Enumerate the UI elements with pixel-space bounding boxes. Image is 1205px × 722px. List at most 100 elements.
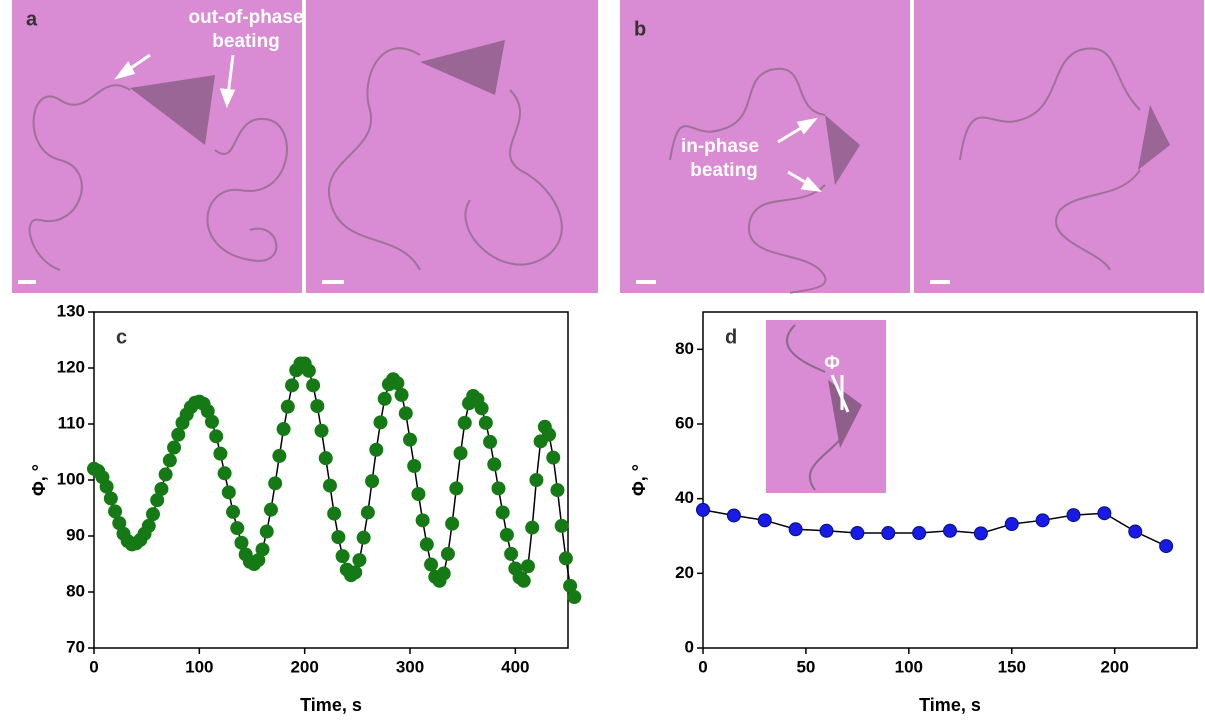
data-point xyxy=(415,513,430,528)
data-point xyxy=(516,573,531,588)
data-point xyxy=(424,557,439,572)
data-point xyxy=(567,590,582,605)
x-tick-label: 0 xyxy=(698,657,707,676)
micrograph-a1 xyxy=(12,0,302,293)
data-point xyxy=(322,478,337,493)
data-point xyxy=(457,415,472,430)
micrograph-a2 xyxy=(306,0,598,293)
inset-arrow xyxy=(830,374,850,413)
panel-label: d xyxy=(725,326,737,348)
data-point xyxy=(542,427,557,442)
data-point xyxy=(268,476,283,491)
data-point xyxy=(1159,539,1174,554)
data-point xyxy=(327,506,342,521)
plot-frame xyxy=(702,311,1198,649)
data-point xyxy=(280,399,295,414)
data-point xyxy=(285,378,300,393)
y-tick-label: 100 xyxy=(57,469,85,488)
y-tick-label: 70 xyxy=(66,637,85,656)
x-tick-label: 150 xyxy=(998,657,1026,676)
data-point xyxy=(230,521,245,536)
data-point xyxy=(318,451,333,466)
data-point xyxy=(499,527,514,542)
data-point xyxy=(226,504,241,519)
data-point xyxy=(141,518,156,533)
data-point xyxy=(478,415,493,430)
arrows xyxy=(114,53,822,193)
data-point xyxy=(377,391,392,406)
y-tick-label: 120 xyxy=(57,357,85,376)
y-tick-label: 130 xyxy=(57,301,85,320)
data-point xyxy=(310,399,325,414)
annotation: beating xyxy=(690,160,758,181)
x-axis-title: Time, s xyxy=(919,695,981,715)
data-point xyxy=(912,526,927,541)
data-point xyxy=(394,387,409,402)
y-tick-label: 0 xyxy=(685,637,694,656)
data-point xyxy=(306,378,321,393)
data-point xyxy=(436,566,451,581)
data-point xyxy=(356,530,371,545)
y-axis-title: Φ, ° xyxy=(629,464,649,496)
data-point xyxy=(419,537,434,552)
data-point xyxy=(973,526,988,541)
data-point xyxy=(360,505,375,520)
y-tick-label: 20 xyxy=(675,563,694,582)
data-point xyxy=(369,442,384,457)
data-point xyxy=(348,565,363,580)
data-point xyxy=(221,485,236,500)
data-point xyxy=(352,553,367,568)
y-tick-label: 80 xyxy=(675,339,694,358)
data-point xyxy=(881,526,896,541)
data-point xyxy=(204,414,219,429)
data-point xyxy=(550,483,565,498)
data-point xyxy=(259,524,274,539)
x-tick-label: 200 xyxy=(1100,657,1128,676)
data-point xyxy=(696,502,710,517)
data-point xyxy=(487,457,502,472)
data-point xyxy=(546,450,561,465)
data-point xyxy=(276,422,291,437)
data-point xyxy=(411,487,426,501)
data-point xyxy=(314,423,329,438)
data-point xyxy=(335,549,350,564)
x-tick-label: 400 xyxy=(501,657,529,676)
data-point xyxy=(449,481,464,496)
inset-label: Φ xyxy=(824,353,840,374)
data-point xyxy=(558,551,573,566)
x-tick-label: 0 xyxy=(89,657,98,676)
data-point xyxy=(819,523,834,538)
data-point xyxy=(440,546,455,561)
data-point xyxy=(99,479,114,494)
data-point xyxy=(445,516,460,531)
x-tick-label: 200 xyxy=(290,657,318,676)
data-point xyxy=(554,518,569,533)
panel-label: b xyxy=(634,18,646,40)
data-point xyxy=(1035,513,1050,528)
data-point xyxy=(234,535,249,550)
data-line xyxy=(702,509,1167,547)
data-point xyxy=(263,502,278,517)
data-point xyxy=(167,440,182,455)
data-point xyxy=(453,446,468,461)
data-point xyxy=(158,467,173,482)
data-point xyxy=(213,446,228,461)
data-point xyxy=(495,505,510,520)
annotation: out-of-phase xyxy=(188,7,303,28)
y-tick-label: 80 xyxy=(66,581,85,600)
data-point xyxy=(108,504,123,519)
data-point xyxy=(1066,508,1081,523)
data-point xyxy=(483,434,498,449)
inset-body xyxy=(828,380,862,448)
data-point xyxy=(726,508,741,523)
data-point xyxy=(1004,517,1019,532)
data-point xyxy=(403,432,417,447)
data-point xyxy=(390,376,405,391)
y-tick-label: 110 xyxy=(58,413,85,432)
data-point xyxy=(943,523,957,538)
x-tick-label: 50 xyxy=(796,657,815,676)
data-point xyxy=(788,522,803,537)
y-tick-label: 40 xyxy=(675,488,694,507)
data-point xyxy=(474,401,489,416)
